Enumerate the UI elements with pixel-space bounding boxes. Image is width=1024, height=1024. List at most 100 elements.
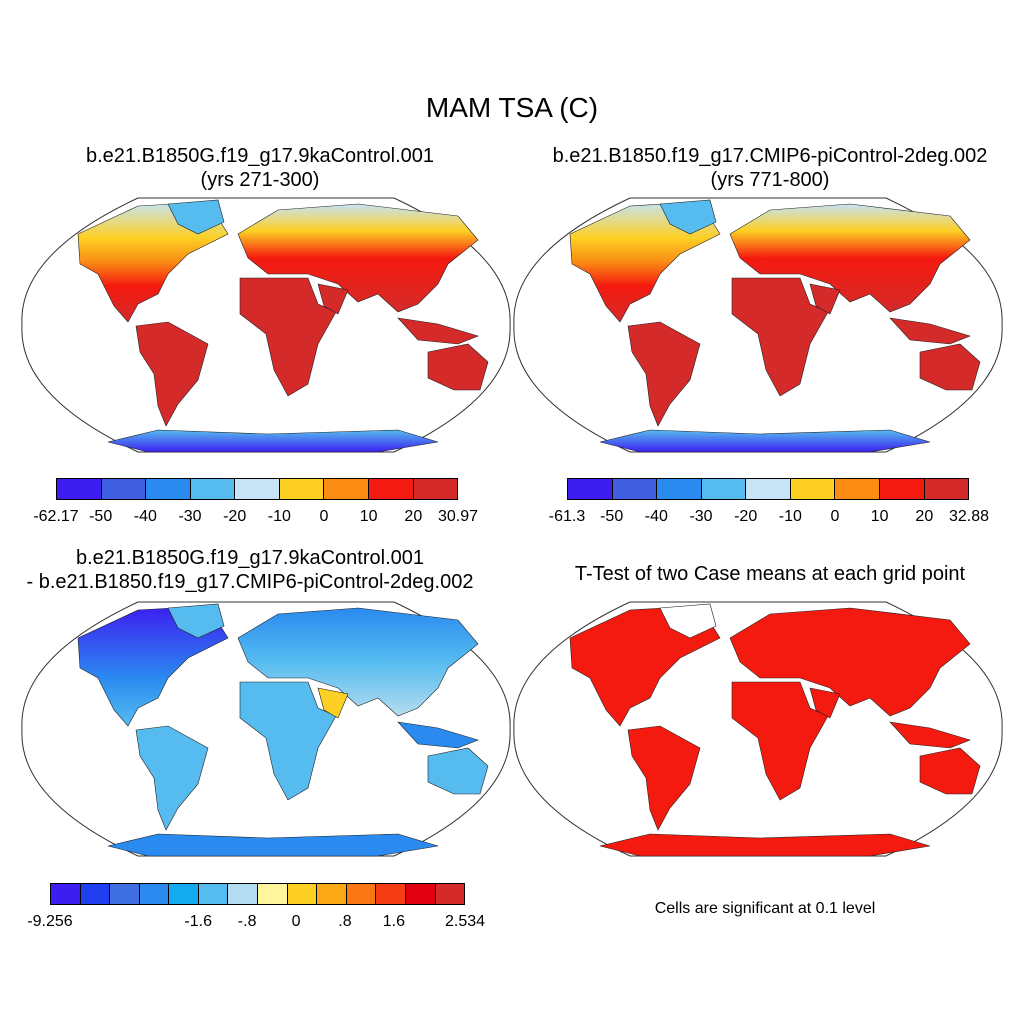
samerica-region <box>627 725 701 831</box>
colorbar-tick-label: 10 <box>359 508 378 525</box>
eurasia-region <box>237 203 479 313</box>
colorbar-box <box>146 479 191 499</box>
colorbar-tick-label: -10 <box>267 508 291 525</box>
colorbar-box <box>198 884 229 904</box>
significance-note: Cells are significant at 0.1 level <box>654 900 876 917</box>
arabia-region <box>809 687 841 719</box>
colorbar-box <box>879 479 925 499</box>
colorbar-2-boxes <box>567 478 969 500</box>
colorbar-box <box>235 479 280 499</box>
colorbar-tick-label: 1.6 <box>382 913 405 930</box>
seasia-region <box>397 721 479 749</box>
africa-region <box>239 277 337 397</box>
colorbar-box <box>835 479 880 499</box>
colorbar-box <box>435 884 465 904</box>
colorbar-box <box>287 884 318 904</box>
colorbar-tick-label: 0 <box>319 508 329 525</box>
australia-region <box>919 343 981 391</box>
map-panel-4 <box>513 601 1003 857</box>
africa-region <box>731 681 829 801</box>
greenland-region <box>167 603 225 639</box>
antarctica-region <box>599 833 931 857</box>
colorbar-box <box>413 479 458 499</box>
colorbar-1-boxes <box>56 478 458 500</box>
arabia-region <box>317 283 349 315</box>
seasia-region <box>889 317 971 345</box>
colorbar-box <box>279 479 325 499</box>
map-frame <box>513 197 1003 453</box>
australia-region <box>427 343 489 391</box>
antarctica-region <box>107 429 439 453</box>
colorbar-tick-label: 0 <box>291 913 301 930</box>
colorbar-box <box>57 479 102 499</box>
antarctica-region <box>107 833 439 857</box>
colorbar-box <box>701 479 747 499</box>
colorbar-tick-label: -9.256 <box>27 913 73 930</box>
colorbar-panel-2: -61.3 -50 -40 -30 -20 -10 0 10 20 32.88 <box>549 478 989 528</box>
antarctica-region <box>599 429 931 453</box>
panel-4-title: T-Test of two Case means at each grid po… <box>510 562 1024 586</box>
colorbar-tick-label: .8 <box>338 913 352 930</box>
australia-region <box>427 747 489 795</box>
panel-2-title-line2: (yrs 771-800) <box>710 169 830 191</box>
colorbar-tick-label: -40 <box>644 508 668 525</box>
map-frame <box>21 601 511 857</box>
colorbar-box <box>80 884 111 904</box>
eurasia-region <box>729 607 971 717</box>
panel-4-title-line1: T-Test of two Case means at each grid po… <box>574 563 966 585</box>
colorbar-box <box>376 884 406 904</box>
colorbar-box <box>924 479 969 499</box>
greenland-region <box>659 199 717 235</box>
arabia-region <box>809 283 841 315</box>
colorbar-1-labels: -62.17 -50 -40 -30 -20 -10 0 10 20 30.97 <box>33 508 478 528</box>
eurasia-region <box>237 607 479 717</box>
panel-1-title: b.e21.B1850G.f19_g17.9kaControl.001 (yrs… <box>30 144 490 192</box>
colorbar-tick-label: -30 <box>178 508 202 525</box>
colorbar-panel-3: -9.256 -1.6 -.8 0 .8 1.6 2.534 <box>27 883 485 933</box>
colorbar-box <box>169 884 199 904</box>
panel-2-title: b.e21.B1850.f19_g17.CMIP6-piControl-2deg… <box>510 144 1024 192</box>
colorbar-2-labels: -61.3 -50 -40 -30 -20 -10 0 10 20 32.88 <box>549 508 989 528</box>
colorbar-tick-label: 30.97 <box>437 508 479 525</box>
colorbar-box <box>568 479 613 499</box>
panel-2-title-line1: b.e21.B1850.f19_g17.CMIP6-piControl-2deg… <box>552 145 988 167</box>
colorbar-tick-label: -61.3 <box>548 508 586 525</box>
colorbar-tick-label: 0 <box>830 508 840 525</box>
colorbar-tick-label: -10 <box>778 508 802 525</box>
arabia-region <box>317 687 349 719</box>
colorbar-box <box>612 479 658 499</box>
samerica-region <box>627 321 701 427</box>
colorbar-tick-label: 32.88 <box>948 508 990 525</box>
seasia-region <box>889 721 971 749</box>
colorbar-box <box>790 479 836 499</box>
figure-title: MAM TSA (C) <box>425 92 599 123</box>
colorbar-box <box>190 479 236 499</box>
map-frame <box>513 601 1003 857</box>
colorbar-tick-label: -30 <box>689 508 713 525</box>
colorbar-tick-label: -50 <box>600 508 624 525</box>
colorbar-box <box>228 884 259 904</box>
colorbar-box <box>405 884 436 904</box>
colorbar-box <box>324 479 369 499</box>
colorbar-tick-label: -.8 <box>237 913 257 930</box>
greenland-region <box>659 603 717 639</box>
panel-3-title: b.e21.B1850G.f19_g17.9kaControl.001 - b.… <box>0 546 520 594</box>
colorbar-box <box>110 884 140 904</box>
colorbar-box <box>657 479 702 499</box>
colorbar-tick-label: 20 <box>404 508 423 525</box>
panel-1-title-line1: b.e21.B1850G.f19_g17.9kaControl.001 <box>85 145 435 167</box>
colorbar-box <box>746 479 791 499</box>
map-panel-3 <box>21 601 511 857</box>
colorbar-box <box>368 479 414 499</box>
colorbar-box <box>101 479 147 499</box>
africa-region <box>731 277 829 397</box>
samerica-region <box>135 725 209 831</box>
colorbar-tick-label: 10 <box>870 508 889 525</box>
australia-region <box>919 747 981 795</box>
map-frame <box>21 197 511 453</box>
colorbar-box <box>139 884 170 904</box>
greenland-region <box>167 199 225 235</box>
eurasia-region <box>729 203 971 313</box>
seasia-region <box>397 317 479 345</box>
panel-3-title-line2: - b.e21.B1850.f19_g17.CMIP6-piControl-2d… <box>26 571 474 593</box>
